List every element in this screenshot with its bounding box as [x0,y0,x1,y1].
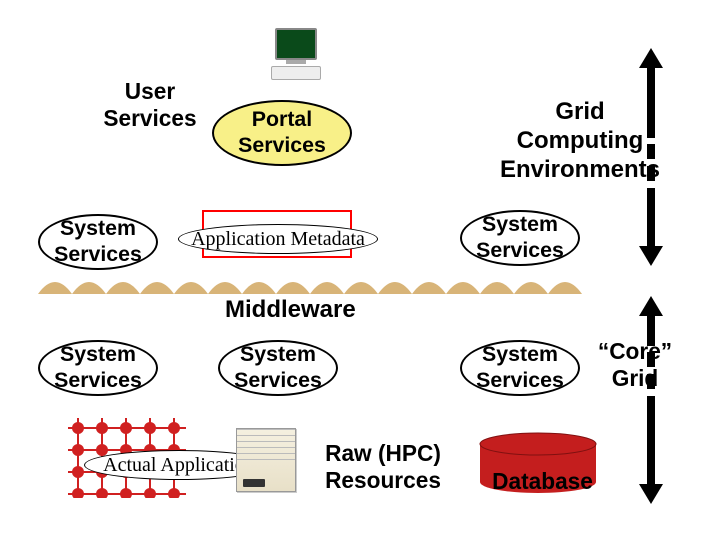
upper-arrow-icon [636,48,666,268]
middleware-label: Middleware [225,296,355,325]
system-services-node-r2: System Services [460,340,580,396]
application-metadata-text: Application Metadata [191,228,365,251]
portal-services-node: Portal Services [212,100,352,166]
lower-arrow-icon [636,296,666,506]
server-icon [232,428,302,500]
system-services-text: System Services [462,212,578,263]
application-metadata-node: Application Metadata [178,224,378,254]
system-services-node-m2: System Services [218,340,338,396]
system-services-node-r1: System Services [460,210,580,266]
system-services-text: System Services [220,342,336,393]
system-services-text: System Services [40,342,156,393]
arc-divider [38,276,582,296]
system-services-text: System Services [462,342,578,393]
user-services-label: User Services [95,78,205,132]
raw-hpc-label: Raw (HPC) Resources [318,440,448,494]
database-label: Database [490,468,595,495]
core-grid-label: “Core” Grid [590,338,680,392]
system-services-text: System Services [40,216,156,267]
portal-services-text: Portal Services [214,107,350,158]
system-services-node-l2: System Services [38,340,158,396]
computer-icon [268,28,324,88]
system-services-node-l1: System Services [38,214,158,270]
